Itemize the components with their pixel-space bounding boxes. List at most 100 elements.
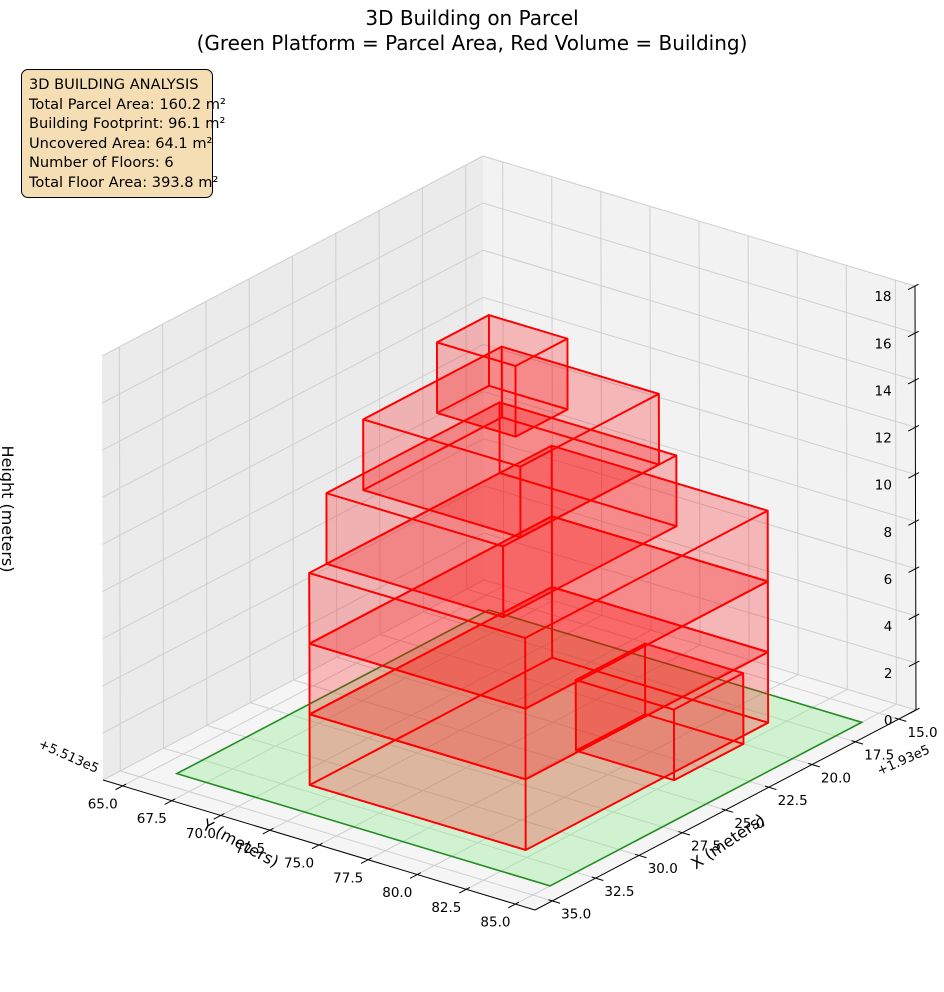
- grid-line-y-floor: [206, 724, 640, 856]
- grid-line-z-wall-yz: [102, 344, 484, 545]
- building-block: [308, 444, 769, 710]
- grid-line-y-wall: [421, 187, 424, 612]
- grid-line-x-wall: [502, 161, 505, 586]
- z-tick-label: 6: [884, 572, 893, 588]
- grid-line-y-floor: [293, 679, 726, 811]
- info-line-floor-area: Total Floor Area: 393.8 m²: [29, 173, 219, 191]
- z-tick-label: 4: [884, 619, 893, 635]
- z-tick-label: 14: [875, 383, 892, 399]
- x-tick-label: 77.5: [333, 870, 363, 886]
- y-tick-label: 27.5: [691, 839, 721, 855]
- z-tick-label: 0: [884, 713, 893, 729]
- z-tick-mark: [907, 330, 919, 338]
- grid-line-z-wall-yz: [101, 202, 484, 404]
- grid-line-y-floor: [423, 611, 856, 743]
- chart-title-line2: (Green Platform = Parcel Area, Red Volum…: [197, 31, 748, 55]
- grid-line-z-wall-xz: [483, 249, 916, 381]
- y-tick-mark: [764, 785, 777, 791]
- grid-line-z-wall-yz: [102, 579, 485, 781]
- grid-line-x-wall: [600, 191, 603, 616]
- z-tick-mark: [908, 472, 920, 479]
- x-tick-mark: [164, 798, 176, 805]
- info-line-parcel-area: Total Parcel Area: 160.2 m²: [29, 95, 226, 113]
- grid-line-z-wall-xz: [482, 155, 916, 287]
- x-tick-mark: [360, 857, 372, 864]
- grid-line-z-wall-xz: [483, 532, 917, 664]
- grid-line-z-wall-xz: [483, 296, 916, 428]
- grid-line-y-floor: [336, 656, 769, 788]
- z-tick-label: 8: [883, 525, 892, 541]
- grid-line-z-wall-xz: [483, 391, 916, 523]
- y-tick-label: 20.0: [821, 770, 851, 786]
- axis-ticks: 65.0 67.5 70.0 72.5 75.0 77.5 80.0 82.5 85.0 15.0…: [88, 283, 938, 931]
- z-tick-mark: [908, 566, 920, 573]
- y-tick-label: 25.0: [734, 816, 764, 832]
- building-block: [308, 515, 769, 781]
- grid-line-z-wall-xz: [483, 438, 916, 570]
- y-offset-label: +5.513e5: [36, 737, 101, 777]
- z-tick-label: 18: [874, 289, 891, 305]
- grid-lines: [101, 155, 917, 905]
- building-block: [308, 586, 770, 851]
- info-line-uncovered: Uncovered Area: 64.1 m²: [29, 134, 213, 152]
- y-tick-mark: [894, 717, 907, 722]
- grid-line-x-wall: [894, 280, 897, 705]
- y-tick-mark: [591, 876, 604, 881]
- x-tick-mark: [311, 842, 323, 850]
- y-tick-mark: [721, 808, 734, 813]
- y-tick-label: 32.5: [604, 884, 634, 900]
- y-tick-mark: [678, 831, 691, 836]
- grid-line-x-wall: [796, 250, 799, 675]
- y-tick-label: 30.0: [648, 861, 678, 877]
- x-tick-label: 67.5: [137, 811, 167, 827]
- building-block: [362, 345, 660, 539]
- z-tick-label: 2: [884, 666, 893, 682]
- building-block: [325, 401, 678, 618]
- y-tick-label: 22.5: [778, 793, 808, 809]
- grid-line-z-wall-yz: [102, 485, 485, 687]
- x-tick-label: 82.5: [431, 900, 461, 916]
- info-line-floors: Number of Floors: 6: [29, 154, 174, 172]
- parcel-platform: [174, 609, 864, 887]
- z-tick-mark: [907, 377, 919, 385]
- y-tick-label: 15.0: [908, 725, 938, 741]
- z-tick-mark: [908, 519, 920, 526]
- z-tick-mark: [908, 425, 920, 432]
- x-tick-mark: [213, 813, 225, 820]
- grid-line-x-wall: [845, 265, 848, 690]
- z-tick-label: 12: [875, 431, 892, 447]
- y-tick-mark: [851, 740, 864, 745]
- plot-data: [174, 314, 864, 887]
- grid-line-z-wall-yz: [102, 532, 485, 734]
- x-tick-label: 85.0: [480, 915, 510, 931]
- grid-line-y-wall: [465, 165, 468, 590]
- grid-line-y-wall: [162, 324, 165, 749]
- grid-line-z-wall-yz: [102, 391, 484, 592]
- info-line-footprint: Building Footprint: 96.1 m²: [29, 115, 226, 133]
- z-axis-line: [914, 285, 917, 711]
- x-tick-mark: [409, 872, 421, 879]
- grid-line-y-wall: [118, 346, 121, 771]
- building-block: [435, 314, 569, 438]
- x-tick-label: 72.5: [235, 841, 265, 857]
- grid-line-y-wall: [378, 210, 381, 635]
- analysis-info-box: 3D BUILDING ANALYSIS Total Parcel Area: …: [21, 69, 226, 198]
- grid-line-x-wall: [649, 206, 652, 631]
- x-tick-mark: [115, 783, 127, 791]
- grid-line-z-wall-yz: [101, 155, 484, 357]
- y-tick-mark: [548, 899, 561, 904]
- grid-line-z-wall-yz: [102, 438, 484, 640]
- z-tick-mark: [908, 660, 920, 668]
- grid-line-y-floor: [120, 770, 553, 902]
- building-face: [325, 401, 678, 548]
- grid-line-z-wall-xz: [482, 202, 916, 334]
- x-tick-label: 75.0: [284, 856, 314, 872]
- grid-line-x-wall: [698, 220, 701, 646]
- building-face: [435, 314, 569, 367]
- grid-line-y-wall: [205, 301, 208, 726]
- y-tick-label: 17.5: [864, 748, 894, 764]
- grid-line-z-wall-yz: [102, 296, 484, 498]
- chart-title-line1: 3D Building on Parcel: [365, 6, 578, 30]
- y-tick-mark: [808, 762, 820, 768]
